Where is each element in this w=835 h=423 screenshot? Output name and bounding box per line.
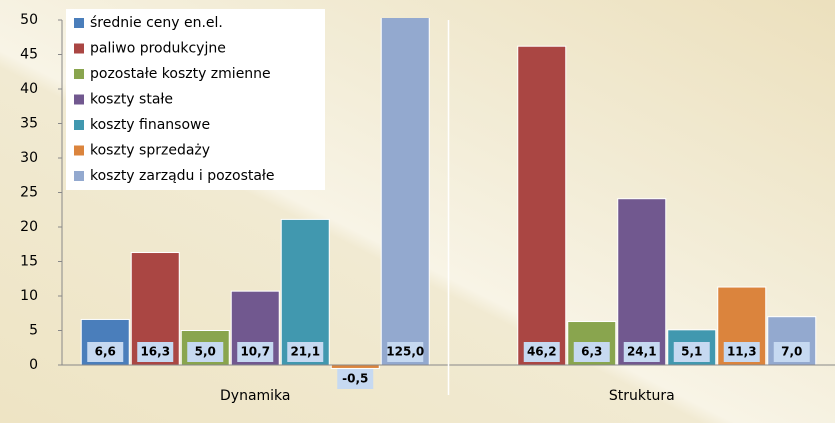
value-label: 16,3 [140, 345, 170, 359]
value-label: 6,6 [95, 345, 116, 359]
value-label: 24,1 [627, 345, 657, 359]
legend-swatch [74, 69, 84, 79]
value-label: 5,0 [195, 345, 216, 359]
legend-label: paliwo produkcyjne [90, 41, 226, 57]
y-tick-label: 50 [20, 12, 38, 28]
legend-label: koszty finansowe [90, 117, 210, 133]
value-label: 10,7 [240, 345, 270, 359]
value-label-box [87, 342, 124, 362]
value-label: 5,1 [681, 345, 702, 359]
bar [517, 45, 567, 366]
legend-swatch [74, 18, 84, 28]
value-label-box [723, 342, 760, 362]
y-tick-label: 0 [29, 357, 38, 373]
y-tick-label: 5 [29, 323, 38, 339]
legend-swatch [74, 171, 84, 181]
bar [380, 18, 430, 366]
legend-label: koszty stałe [90, 92, 173, 108]
y-tick-label: 25 [20, 185, 38, 201]
x-tick-label: Struktura [609, 388, 675, 404]
value-label-box [573, 342, 610, 362]
y-tick-label: 15 [20, 254, 38, 270]
value-label-box [387, 342, 424, 362]
value-label: 125,0 [386, 345, 424, 359]
legend-swatch [74, 43, 84, 54]
value-label-box [187, 342, 224, 362]
bar [330, 364, 380, 369]
value-label: 11,3 [727, 345, 757, 359]
value-label-box [237, 342, 274, 362]
legend-label: pozostałe koszty zmienne [90, 66, 271, 82]
value-label: -0,5 [342, 372, 368, 386]
value-label: 21,1 [290, 345, 320, 359]
legend-swatch [74, 94, 84, 105]
x-tick-label: Dynamika [220, 388, 291, 404]
value-label-box [673, 342, 710, 362]
value-label: 46,2 [527, 345, 557, 359]
y-tick-label: 35 [20, 116, 38, 132]
value-label-box [623, 342, 660, 362]
value-label-box [137, 342, 174, 362]
legend-box [66, 9, 325, 190]
legend-label: średnie ceny en.el. [90, 15, 223, 31]
value-label: 7,0 [781, 345, 802, 359]
value-label: 6,3 [581, 345, 602, 359]
value-label-box [773, 342, 810, 362]
legend-label: koszty sprzedaży [90, 143, 210, 159]
y-tick-label: 20 [20, 219, 38, 235]
bar [617, 198, 667, 366]
y-tick-label: 45 [20, 47, 38, 63]
legend-label: koszty zarządu i pozostałe [90, 168, 275, 184]
value-label-box [287, 342, 324, 362]
value-label-box [337, 369, 374, 389]
y-tick-label: 10 [20, 288, 38, 304]
legend-swatch [74, 145, 84, 156]
y-tick-label: 40 [20, 81, 38, 97]
legend-swatch [74, 120, 84, 130]
value-label-box [523, 342, 560, 362]
y-tick-label: 30 [20, 150, 38, 166]
